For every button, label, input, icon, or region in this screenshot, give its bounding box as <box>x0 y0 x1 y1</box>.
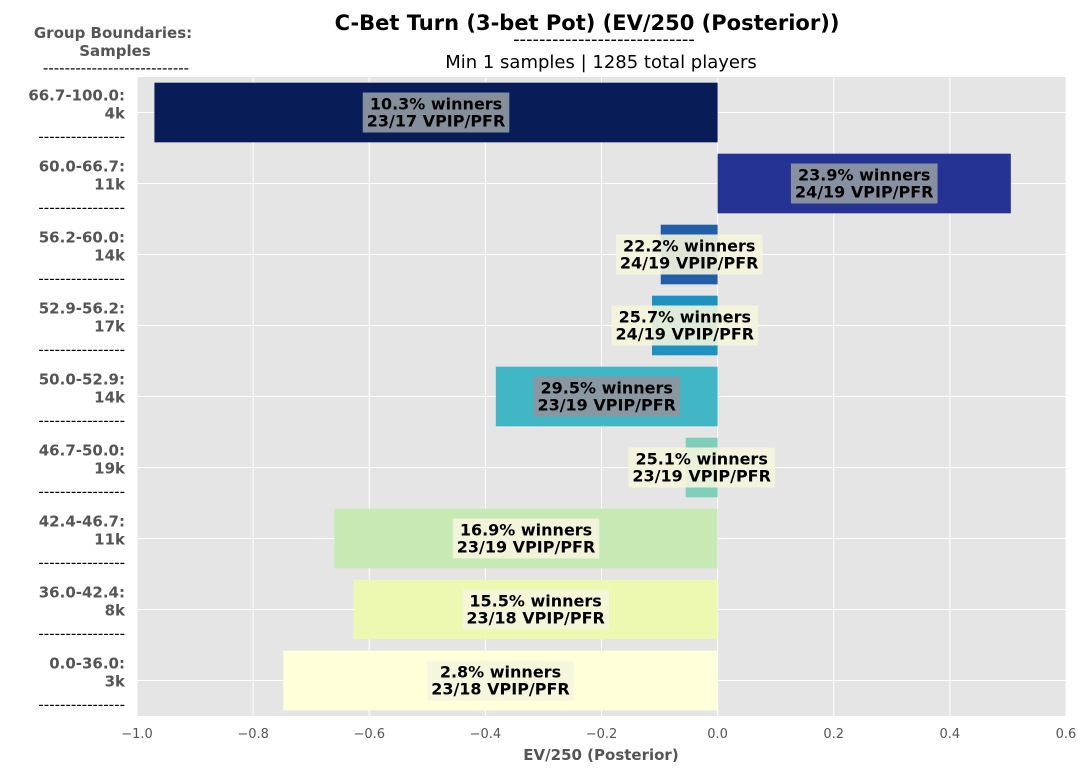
y-label-separator-3: ---------------- <box>38 341 125 359</box>
bar-label-vpip-1: 24/19 VPIP/PFR <box>795 183 934 202</box>
bar-label-winners-2: 22.2% winners <box>623 237 755 256</box>
y-axis-labels: 66.7-100.0:4k----------------60.0-66.7:1… <box>28 87 126 714</box>
bar-label-winners-7: 15.5% winners <box>469 592 601 611</box>
y-label-samples-3: 17k <box>94 318 126 336</box>
y-label-separator-4: ---------------- <box>38 412 125 430</box>
y-label-separator-8: ---------------- <box>38 696 125 714</box>
y-label-separator-1: ---------------- <box>38 199 125 217</box>
bar-label-box-2 <box>615 234 763 275</box>
y-label-samples-0: 4k <box>105 105 126 123</box>
x-tick-5: 0.0 <box>707 727 728 742</box>
y-label-group-4: 50.0-52.9: <box>39 371 125 389</box>
y-label-group-8: 0.0-36.0: <box>49 655 125 673</box>
y-label-group-2: 56.2-60.0: <box>39 229 125 247</box>
y-label-separator-2: ---------------- <box>38 270 125 288</box>
bar-label-vpip-7: 23/18 VPIP/PFR <box>466 609 605 628</box>
bar-label-winners-8: 2.8% winners <box>440 663 561 682</box>
y-label-separator-5: ---------------- <box>38 483 125 501</box>
group-header-separator: --------------------------- <box>43 59 189 77</box>
x-tick-6: 0.2 <box>823 727 844 742</box>
x-tick-0: −1.0 <box>121 727 153 742</box>
title-underline: ---------------------------- <box>513 29 695 50</box>
bar-label-winners-4: 29.5% winners <box>541 379 673 398</box>
bar-label-winners-1: 23.9% winners <box>798 166 930 185</box>
y-label-samples-1: 11k <box>94 176 126 194</box>
y-label-separator-6: ---------------- <box>38 554 125 572</box>
bar-label-winners-6: 16.9% winners <box>460 521 592 540</box>
group-header-line2: Samples <box>79 42 151 60</box>
bar-label-box-7 <box>462 589 609 630</box>
y-label-samples-6: 11k <box>94 531 126 549</box>
y-label-group-1: 60.0-66.7: <box>39 158 125 176</box>
y-label-group-5: 46.7-50.0: <box>39 442 125 460</box>
y-label-separator-7: ---------------- <box>38 625 125 643</box>
bar-label-box-6 <box>452 518 600 559</box>
bar-label-vpip-3: 24/19 VPIP/PFR <box>616 325 755 344</box>
bar-label-box-4 <box>533 376 681 417</box>
bar-label-winners-3: 25.7% winners <box>619 308 751 327</box>
x-axis-ticks: −1.0 −0.8 −0.6 −0.4 −0.2 0.0 0.2 0.4 0.6 <box>121 727 1076 742</box>
chart-subtitle: Min 1 samples | 1285 total players <box>445 52 757 73</box>
bar-label-winners-0: 10.3% winners <box>370 95 502 114</box>
bar-label-vpip-2: 24/19 VPIP/PFR <box>620 254 759 273</box>
bar-label-vpip-4: 23/19 VPIP/PFR <box>537 396 676 415</box>
bar-label-winners-5: 25.1% winners <box>635 450 767 469</box>
y-label-group-3: 52.9-56.2: <box>39 300 125 318</box>
y-label-group-6: 42.4-46.7: <box>39 513 125 531</box>
bar-label-box-3 <box>611 305 759 346</box>
x-axis-label: EV/250 (Posterior) <box>523 746 678 764</box>
bar-label-vpip-8: 23/18 VPIP/PFR <box>431 680 570 699</box>
bar-label-vpip-5: 23/19 VPIP/PFR <box>632 467 771 486</box>
x-tick-7: 0.4 <box>940 727 961 742</box>
bar-label-box-1 <box>790 163 938 204</box>
bar-label-box-8 <box>427 660 574 701</box>
y-label-samples-5: 19k <box>94 460 126 478</box>
y-label-samples-8: 3k <box>105 673 126 691</box>
x-tick-4: −0.2 <box>586 727 618 742</box>
x-tick-2: −0.6 <box>353 727 385 742</box>
x-tick-8: 0.6 <box>1056 727 1077 742</box>
y-label-separator-0: ---------------- <box>38 128 125 146</box>
y-label-group-0: 66.7-100.0: <box>28 87 125 105</box>
y-label-samples-4: 14k <box>94 389 126 407</box>
y-label-samples-7: 8k <box>105 602 126 620</box>
bar-label-box-5 <box>628 447 775 488</box>
y-label-group-7: 36.0-42.4: <box>39 584 125 602</box>
group-header-line1: Group Boundaries: <box>34 24 192 42</box>
bar-label-vpip-0: 23/17 VPIP/PFR <box>367 112 506 131</box>
bar-label-vpip-6: 23/19 VPIP/PFR <box>457 538 596 557</box>
x-tick-3: −0.4 <box>470 727 502 742</box>
bar-label-box-0 <box>362 92 510 133</box>
y-label-samples-2: 14k <box>94 247 126 265</box>
x-tick-1: −0.8 <box>237 727 269 742</box>
chart-title: C-Bet Turn (3-bet Pot) (EV/250 (Posterio… <box>335 11 840 35</box>
